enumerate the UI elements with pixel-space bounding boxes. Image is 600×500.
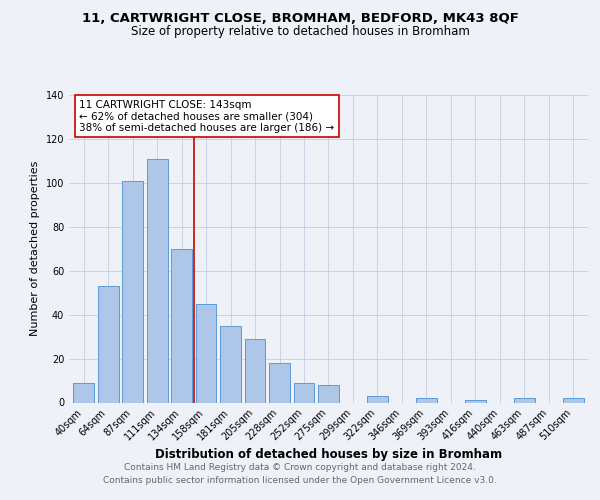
Bar: [416, 398, 437, 402]
Bar: [196, 304, 217, 402]
Bar: [122, 180, 143, 402]
Bar: [98, 286, 119, 403]
Bar: [563, 398, 584, 402]
Bar: [318, 385, 339, 402]
Bar: [147, 158, 167, 402]
Text: 11 CARTWRIGHT CLOSE: 143sqm
← 62% of detached houses are smaller (304)
38% of se: 11 CARTWRIGHT CLOSE: 143sqm ← 62% of det…: [79, 100, 335, 133]
Text: Contains HM Land Registry data © Crown copyright and database right 2024.: Contains HM Land Registry data © Crown c…: [124, 464, 476, 472]
Text: Size of property relative to detached houses in Bromham: Size of property relative to detached ho…: [131, 25, 469, 38]
Text: 11, CARTWRIGHT CLOSE, BROMHAM, BEDFORD, MK43 8QF: 11, CARTWRIGHT CLOSE, BROMHAM, BEDFORD, …: [82, 12, 518, 26]
Bar: [220, 326, 241, 402]
Bar: [245, 339, 265, 402]
Bar: [269, 363, 290, 403]
Y-axis label: Number of detached properties: Number of detached properties: [30, 161, 40, 336]
Bar: [171, 249, 192, 402]
X-axis label: Distribution of detached houses by size in Bromham: Distribution of detached houses by size …: [155, 448, 502, 461]
Bar: [465, 400, 486, 402]
Bar: [73, 382, 94, 402]
Bar: [293, 382, 314, 402]
Text: Contains public sector information licensed under the Open Government Licence v3: Contains public sector information licen…: [103, 476, 497, 485]
Bar: [514, 398, 535, 402]
Bar: [367, 396, 388, 402]
